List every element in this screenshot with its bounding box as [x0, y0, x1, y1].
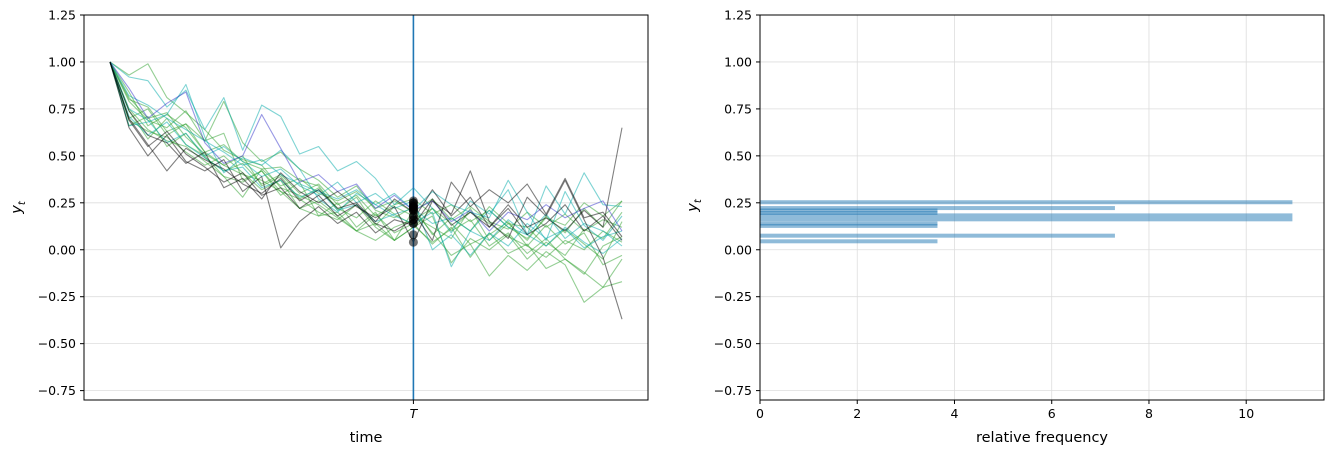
x-tick-label: 6 [1048, 406, 1056, 421]
histogram-bar [760, 221, 938, 226]
y-tick-label: 1.00 [724, 54, 752, 69]
right-y-axis-label-main: y [685, 203, 701, 213]
series-line [109, 61, 623, 241]
T-marker-point [408, 237, 418, 247]
left-axes-frame [83, 14, 649, 401]
left-y-ticks: 1.25 1.00 0.75 0.50 0.25 0.00 −0.25 −0.50 −0.75 [38, 8, 84, 398]
histogram-bars [760, 200, 1293, 244]
series-line [109, 61, 623, 264]
y-tick-label: 0.25 [48, 195, 76, 210]
T-marker-point [408, 230, 418, 240]
T-markers [408, 196, 418, 247]
T-marker-point [408, 196, 418, 206]
y-tick-label: −0.25 [38, 289, 76, 304]
y-tick-label: 0.25 [724, 195, 752, 210]
y-tick-label: 0.50 [48, 148, 76, 163]
right-chart: 1.251.000.750.500.250.00−0.25−0.50−0.75 … [685, 8, 1325, 446]
histogram-bar [760, 206, 1115, 211]
histogram-bar [760, 239, 938, 244]
series-line [109, 61, 623, 249]
y-tick-label: −0.25 [714, 289, 752, 304]
left-series-lines [109, 61, 623, 320]
histogram-bar [760, 208, 938, 213]
series-line [109, 61, 623, 258]
y-tick-label: 0.75 [724, 101, 752, 116]
right-y-axis-label: yt [685, 198, 704, 213]
x-tick-label: 4 [951, 406, 959, 421]
y-tick-label: −0.75 [714, 383, 752, 398]
series-line [109, 61, 623, 232]
right-x-axis-label: relative frequency [976, 430, 1108, 446]
left-y-axis-label: yt [9, 200, 28, 215]
y-tick-label: 1.00 [48, 54, 76, 69]
y-tick-label: 1.25 [48, 8, 76, 23]
right-y-axis-label-sub: t [693, 198, 704, 203]
series-line [109, 61, 623, 320]
series-line [109, 61, 623, 268]
x-tick-label: 0 [756, 406, 764, 421]
histogram-bar [760, 200, 1293, 205]
histogram-bar [760, 210, 938, 215]
x-tick-label-T: T [410, 406, 419, 421]
y-tick-label: 0.75 [48, 101, 76, 116]
series-line [109, 61, 623, 247]
right-y-ticks: 1.25 1.00 0.75 0.50 0.25 0.00 −0.25 −0.50 −0.75 [714, 8, 760, 398]
left-y-axis-label-sub: t [17, 200, 28, 205]
x-tick-label: 10 [1238, 406, 1254, 421]
right-x-ticks: 0 2 4 6 8 10 [756, 400, 1254, 421]
series-line [109, 61, 623, 241]
y-tick-label: 0.50 [724, 148, 752, 163]
histogram-bar [760, 217, 1293, 222]
histogram-bar [760, 223, 938, 228]
y-tick-label: 1.25 [724, 8, 752, 23]
series-line [109, 61, 623, 275]
y-tick-label: 0.00 [48, 242, 76, 257]
x-tick-label: 8 [1145, 406, 1153, 421]
series-line [109, 61, 623, 256]
y-tick-label: 0.00 [724, 242, 752, 257]
left-chart: 1.251.000.750.500.250.00−0.25−0.50−0.75 … [9, 8, 649, 446]
series-line [109, 61, 623, 232]
left-x-tick: T [410, 400, 419, 421]
left-x-axis-label: time [350, 430, 383, 446]
series-line [109, 61, 623, 303]
series-line [109, 61, 623, 260]
histogram-bar [760, 233, 1115, 238]
y-tick-label: −0.75 [38, 383, 76, 398]
right-axes-frame [759, 14, 1325, 401]
left-y-axis-label-main: y [9, 205, 25, 215]
histogram-bar [760, 213, 1293, 218]
x-tick-label: 2 [853, 406, 861, 421]
left-gridlines [84, 14, 648, 392]
y-tick-label: −0.50 [38, 336, 76, 351]
y-tick-label: −0.50 [714, 336, 752, 351]
